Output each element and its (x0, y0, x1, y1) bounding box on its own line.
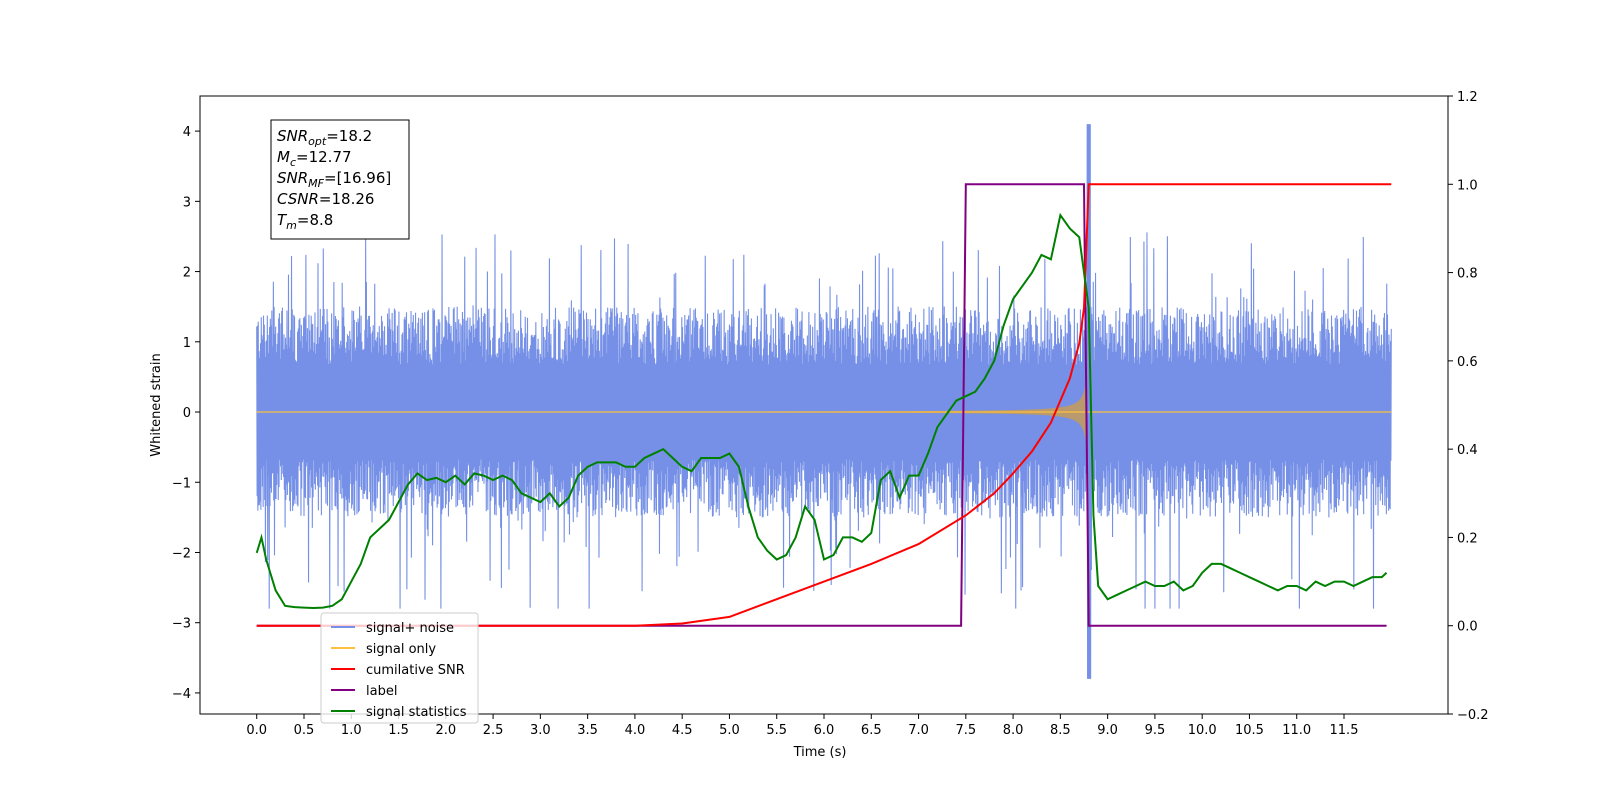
x-tick-label: 6.5 (861, 723, 882, 738)
y2-tick-label: 0.8 (1457, 267, 1478, 282)
x-tick-label: 10.0 (1188, 723, 1217, 738)
annotation-box-frame (270, 119, 410, 240)
x-tick-label: 9.0 (1097, 723, 1118, 738)
y2-tick-label: 0.2 (1457, 531, 1478, 546)
y-axis-left: 4 3 2 1 0 −1 −2 −3 −4 (172, 125, 200, 702)
x-tick-label: 0.0 (246, 723, 267, 738)
annotation-line: SNRMF=[16.96] (277, 169, 391, 190)
y-tick-label: 4 (183, 125, 191, 140)
annotation-line: SNRopt=18.2 (277, 127, 372, 148)
x-tick-label: 2.0 (435, 723, 456, 738)
x-axis: 0.0 0.5 1.0 1.5 2.0 2.5 3.0 3.5 4.0 4.5 5.0 5.5 6.0 6… (246, 714, 1358, 738)
y-tick-label: −2 (172, 546, 191, 561)
x-tick-label: 0.5 (294, 723, 315, 738)
y-tick-label: 2 (183, 266, 191, 281)
annotation-line: CSNR=18.26 (277, 190, 374, 208)
y2-tick-label: 1.0 (1457, 178, 1478, 193)
y2-tick-label: 0.4 (1457, 443, 1478, 458)
annotation-line: Mc=12.77 (277, 148, 352, 169)
x-tick-label: 3.5 (577, 723, 598, 738)
legend-label: signal only (366, 642, 436, 657)
x-tick-label: 7.0 (908, 723, 929, 738)
y-tick-label: −1 (172, 476, 191, 491)
y-axis-label: Whitened strain (149, 353, 164, 456)
plot-area (255, 124, 1392, 679)
x-tick-label: 8.0 (1003, 723, 1024, 738)
y2-tick-label: 1.2 (1457, 90, 1478, 105)
x-tick-label: 7.5 (955, 723, 976, 738)
legend-label: cumilative SNR (366, 663, 465, 678)
x-tick-label: 11.5 (1330, 723, 1359, 738)
y2-tick-label: 0.6 (1457, 355, 1478, 370)
y2-tick-label: 0.0 (1457, 620, 1478, 635)
cumulative-snr-series (256, 183, 1392, 627)
x-tick-label: 4.5 (672, 723, 693, 738)
x-tick-label: 5.0 (719, 723, 740, 738)
annotation-box: SNRopt=18.2Mc=12.77SNRMF=[16.96]CSNR=18.… (270, 119, 410, 240)
legend: signal+ noise signal only cumilative SNR la… (320, 612, 479, 724)
x-tick-label: 1.0 (341, 723, 362, 738)
x-axis-label: Time (s) (793, 745, 847, 760)
signal-statistics-series (255, 212, 1388, 610)
legend-label: signal statistics (366, 705, 467, 720)
x-tick-label: 3.0 (530, 723, 551, 738)
legend-label: signal+ noise (366, 621, 454, 636)
x-tick-label: 8.5 (1050, 723, 1071, 738)
y-axis-right: 1.2 1.0 0.8 0.6 0.4 0.2 0.0 −0.2 (1448, 90, 1489, 723)
annotation-line: Tm=8.8 (277, 211, 333, 232)
y-tick-label: 1 (183, 336, 191, 351)
x-tick-label: 2.5 (483, 723, 504, 738)
x-tick-label: 11.0 (1282, 723, 1311, 738)
legend-label: label (366, 684, 397, 699)
x-tick-label: 10.5 (1235, 723, 1264, 738)
label-series (256, 183, 1387, 627)
y2-tick-label: −0.2 (1457, 708, 1489, 723)
y-tick-label: −4 (172, 687, 191, 702)
y-tick-label: −3 (172, 617, 191, 632)
x-tick-label: 1.5 (388, 723, 409, 738)
legend-frame (320, 612, 479, 724)
y-tick-label: 0 (183, 406, 191, 421)
x-tick-label: 5.5 (766, 723, 787, 738)
x-tick-label: 9.5 (1145, 723, 1166, 738)
y-tick-label: 3 (183, 195, 191, 210)
x-tick-label: 6.0 (814, 723, 835, 738)
signal-noise-series (256, 124, 1392, 679)
x-tick-label: 4.0 (625, 723, 646, 738)
